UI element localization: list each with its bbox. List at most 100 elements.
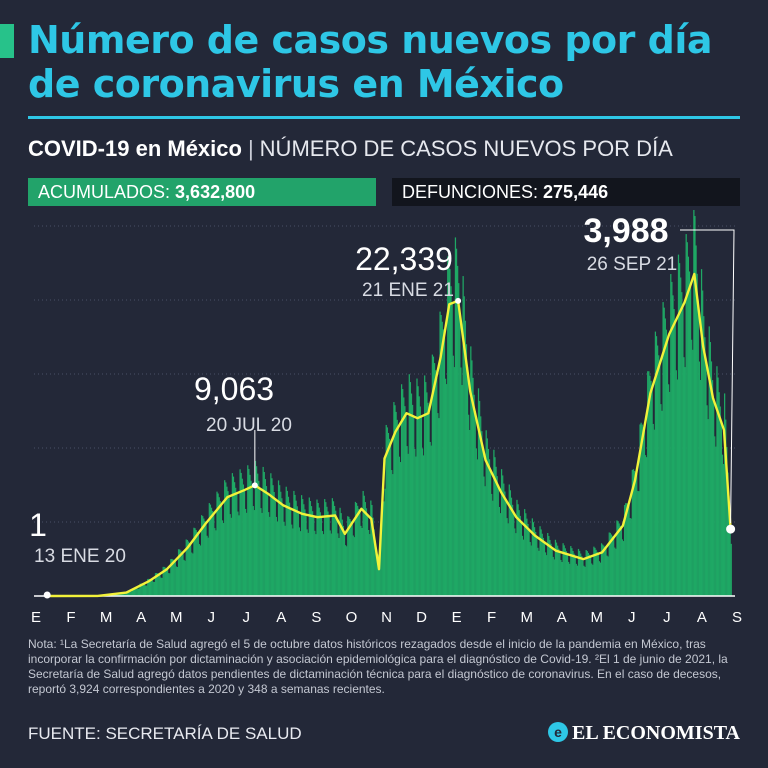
daily-bar bbox=[729, 527, 731, 596]
daily-bar bbox=[602, 544, 604, 596]
daily-bar bbox=[663, 307, 665, 596]
daily-bar bbox=[150, 579, 152, 596]
daily-bar bbox=[375, 556, 377, 596]
daily-bar bbox=[187, 541, 190, 596]
daily-bar bbox=[615, 548, 617, 596]
daily-bar bbox=[282, 504, 284, 596]
daily-bar bbox=[460, 367, 462, 596]
daily-bar bbox=[704, 337, 706, 596]
daily-bar bbox=[664, 318, 666, 596]
daily-bar bbox=[477, 388, 480, 596]
daily-bar bbox=[160, 577, 162, 596]
daily-bar bbox=[174, 561, 176, 596]
daily-bar bbox=[595, 549, 597, 596]
daily-bar bbox=[235, 487, 237, 596]
daily-bar bbox=[130, 591, 132, 596]
daily-bar bbox=[604, 546, 606, 596]
latest-leader bbox=[680, 229, 735, 524]
x-tick-label: S bbox=[732, 609, 742, 626]
daily-bar bbox=[671, 281, 673, 596]
daily-bar bbox=[126, 592, 128, 596]
daily-bar bbox=[268, 512, 270, 596]
daily-bar bbox=[610, 534, 613, 596]
daily-bar bbox=[332, 501, 335, 596]
daily-bar bbox=[674, 322, 676, 596]
daily-bar bbox=[470, 346, 472, 596]
daily-bar bbox=[700, 269, 703, 596]
daily-bar bbox=[472, 377, 474, 596]
daily-bar bbox=[222, 523, 225, 596]
accent-bar bbox=[0, 24, 14, 58]
daily-bar bbox=[681, 292, 683, 596]
daily-bar bbox=[230, 517, 232, 596]
x-tick-label: F bbox=[66, 609, 75, 626]
x-tick-label: D bbox=[416, 609, 427, 626]
daily-bar bbox=[630, 518, 632, 596]
daily-bar bbox=[184, 560, 186, 596]
x-tick-label: M bbox=[100, 609, 113, 626]
x-tick-label: A bbox=[136, 609, 146, 626]
daily-bar bbox=[422, 455, 425, 596]
daily-bar bbox=[325, 502, 327, 596]
daily-bar bbox=[708, 326, 710, 596]
latest-date: 26 SEP 21 bbox=[587, 254, 678, 275]
daily-bar bbox=[496, 476, 498, 596]
x-tick-label: E bbox=[31, 609, 41, 626]
daily-bar bbox=[168, 573, 170, 596]
daily-bar bbox=[554, 539, 557, 596]
daily-bar bbox=[532, 522, 535, 596]
daily-bar bbox=[592, 564, 594, 596]
daily-bar bbox=[131, 588, 134, 596]
daily-bar bbox=[123, 593, 125, 596]
daily-bar bbox=[558, 548, 560, 596]
daily-bar bbox=[169, 573, 171, 596]
daily-bar bbox=[202, 516, 204, 596]
daily-bar bbox=[449, 269, 451, 596]
daily-bar bbox=[702, 290, 704, 596]
daily-bar bbox=[343, 531, 346, 596]
daily-bar bbox=[148, 578, 150, 596]
daily-bar bbox=[180, 550, 182, 596]
daily-bar bbox=[386, 427, 388, 596]
daily-bar bbox=[161, 577, 163, 596]
daily-bar bbox=[646, 457, 648, 596]
daily-bar bbox=[133, 587, 136, 596]
daily-bar bbox=[446, 384, 448, 596]
daily-bar bbox=[354, 501, 357, 596]
daily-bar bbox=[588, 554, 591, 596]
daily-bar bbox=[236, 493, 238, 596]
daily-bar bbox=[574, 556, 576, 596]
daily-bar bbox=[609, 532, 611, 596]
daily-bar bbox=[243, 490, 246, 596]
daily-bar bbox=[425, 382, 427, 596]
daily-bar bbox=[627, 503, 629, 596]
daily-bar bbox=[225, 482, 227, 596]
daily-bar bbox=[721, 454, 724, 596]
daily-bar bbox=[531, 518, 533, 596]
daily-bar bbox=[341, 519, 343, 596]
daily-bar bbox=[581, 556, 583, 596]
daily-bar bbox=[480, 416, 482, 596]
daily-bar bbox=[614, 547, 616, 596]
daily-bar bbox=[478, 400, 481, 596]
daily-bar bbox=[552, 556, 554, 596]
daily-bar bbox=[506, 518, 508, 596]
daily-bar bbox=[253, 510, 255, 596]
daily-bar bbox=[547, 533, 549, 596]
daily-bar bbox=[488, 459, 491, 596]
daily-bar bbox=[499, 513, 502, 596]
daily-bar bbox=[429, 441, 431, 596]
daily-bar bbox=[221, 520, 224, 596]
daily-bar bbox=[127, 591, 129, 596]
daily-bar bbox=[504, 491, 506, 596]
daily-bar bbox=[205, 523, 207, 596]
daily-bar bbox=[213, 514, 215, 596]
daily-bar bbox=[263, 471, 265, 596]
daily-bar bbox=[261, 512, 263, 596]
daily-bar bbox=[452, 355, 454, 596]
daily-bar bbox=[487, 448, 490, 596]
daily-bar bbox=[492, 500, 494, 596]
daily-bar bbox=[250, 480, 252, 596]
daily-bar bbox=[410, 393, 413, 596]
daily-bar bbox=[500, 469, 503, 596]
